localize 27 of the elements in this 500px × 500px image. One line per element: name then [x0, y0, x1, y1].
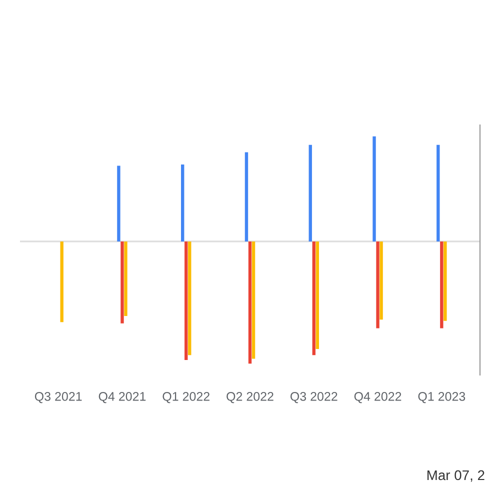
bar [376, 241, 380, 328]
bar [184, 241, 188, 360]
bar [440, 241, 444, 328]
bar [244, 152, 248, 242]
x-tick-label: Q2 2022 [226, 392, 274, 404]
bar [316, 241, 319, 349]
bar [372, 136, 376, 242]
x-tick-label: Q1 2023 [418, 392, 466, 404]
bar [380, 241, 383, 320]
x-tick-label: Q4 2021 [98, 392, 146, 404]
bar [444, 241, 447, 321]
x-tick-label: Q3 2022 [290, 392, 338, 404]
bar [188, 241, 192, 356]
x-tick-label: Q1 2022 [162, 392, 210, 404]
x-tick-label: Q3 2021 [34, 392, 82, 404]
bar [252, 241, 256, 359]
bar [248, 241, 252, 364]
bar [436, 144, 440, 242]
bar [312, 241, 316, 356]
bar [181, 164, 184, 242]
bar [308, 144, 312, 242]
bar [60, 241, 64, 322]
bar [120, 241, 124, 324]
text: Mar 07, 2 [427, 470, 484, 482]
x-tick-label: Q4 2022 [354, 392, 402, 404]
bar [117, 166, 120, 242]
bar [124, 241, 128, 316]
